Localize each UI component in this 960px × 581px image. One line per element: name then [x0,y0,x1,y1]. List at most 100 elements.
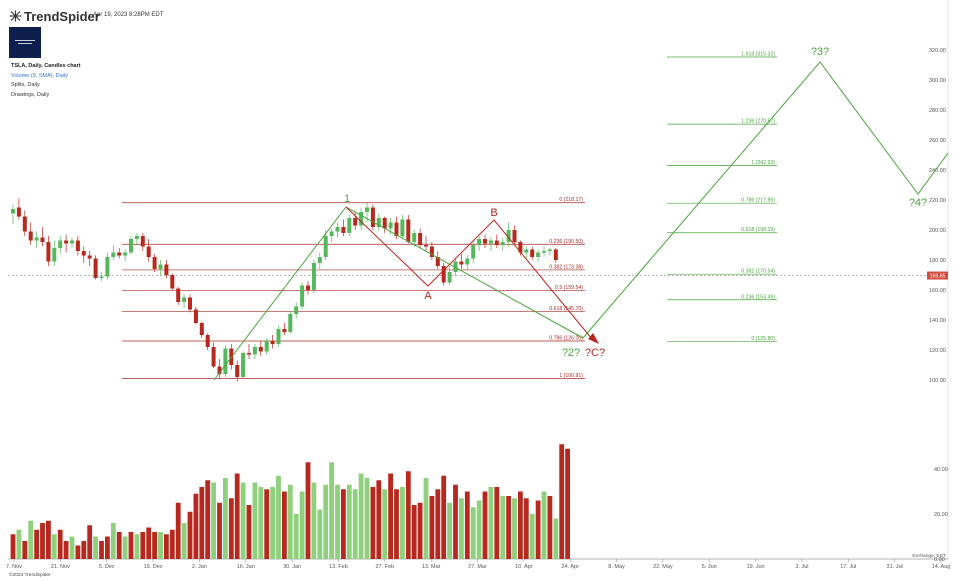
candle [247,353,251,355]
candle [252,347,257,355]
volume-bar [181,523,187,559]
fib-extension-label: 0.236 (153.49) [741,294,775,300]
fib-retracement-label: 1 (100.91) [559,373,583,379]
candle [129,239,133,253]
candle [382,218,387,229]
candle [477,239,482,245]
volume-bar [488,487,494,559]
volume-bar [423,478,429,559]
avatar[interactable] [9,27,41,58]
volume-bar [81,541,87,559]
candle [347,218,352,233]
candle [117,252,122,256]
volume-bar [535,500,541,559]
candle [211,347,216,367]
volume-bar [158,532,163,559]
volume-tick-label: 0.00 [934,557,945,563]
y-tick-label: 180.00 [929,258,946,264]
candle [241,353,246,377]
y-tick-label: 300.00 [929,78,946,84]
volume-bar [140,532,146,559]
volume-bar [99,541,104,559]
candle [441,266,446,283]
volume-bar [28,520,34,559]
x-tick-label: 16. Jan [237,564,255,570]
candle [217,366,222,374]
candle [536,252,541,257]
wave-label: B [490,207,497,219]
candle [376,218,381,227]
volume-bar [299,491,305,559]
candle [311,263,316,290]
candle [406,219,411,242]
brand-name: TrendSpider [24,9,100,24]
wave-label: 1 [344,193,350,205]
wave-label: ?C? [585,347,605,359]
volume-bar [341,489,346,559]
y-tick-label: 200.00 [929,228,946,234]
volume-bar [46,520,51,559]
wave-label: ?2? [562,347,580,359]
volume-bar [541,491,547,559]
candle [87,255,92,259]
volume-bar [246,505,252,559]
fib-extension-label: 0.382 (170.54) [741,269,775,275]
x-tick-label: 19. Jun [747,564,765,570]
candle [164,264,169,275]
candle [435,257,440,266]
candle [341,227,346,233]
volume-bar [63,541,69,559]
candle [524,249,529,253]
splits-label[interactable]: Splits, Daily [11,82,40,89]
candle [400,219,405,236]
volume-bar [287,484,293,559]
volume-bar [240,482,246,559]
volume-bar [417,502,423,559]
volume-bar [282,491,287,559]
symbol-title[interactable]: TSLA, Daily, Candles chart [11,63,81,69]
candle [258,347,263,352]
candle [123,252,128,256]
volume-bar [169,529,175,559]
volume-bar [75,545,81,559]
fib-extension-label: 1.236 (270.57) [741,119,775,125]
volume-tick-label: 20.00 [934,512,948,518]
candle [182,297,187,302]
volume-bar [346,484,352,559]
candle [75,240,80,251]
candle [412,233,417,242]
candle [288,314,293,332]
volume-indicator-label[interactable]: Volume (9, SMA), Daily [11,72,68,79]
y-tick-label: 140.00 [929,318,946,324]
volume-bar [105,536,110,559]
volume-bar [518,491,523,559]
candle [170,275,175,289]
volume-tick-label: 40.00 [934,467,948,473]
candle [483,239,487,244]
x-tick-label: 5. Dec [99,564,115,570]
volume-bar [311,482,317,559]
candle [365,207,369,212]
candle [317,257,322,263]
volume-bar [464,491,470,559]
drawings-label[interactable]: Drawings, Daily [11,91,50,98]
volume-bar [329,462,334,559]
volume-bar [352,489,358,559]
x-tick-label: 27. Mar [468,564,487,570]
trendspider-logo-icon [9,9,22,27]
y-tick-label: 220.00 [929,198,946,204]
last-price-tag [927,271,948,280]
candle [146,246,151,257]
y-tick-label: 280.00 [929,108,946,114]
volume-bar [51,534,57,559]
candle [11,209,15,214]
volume-bar [205,480,211,559]
volume-bar [234,473,240,559]
fib-extension-label: 1.618 (315.32) [741,52,775,58]
candle [530,249,535,257]
volume-bar [364,478,370,559]
x-tick-label: 21. Nov [51,564,70,570]
candle [388,222,393,229]
volume-bar [370,487,376,559]
